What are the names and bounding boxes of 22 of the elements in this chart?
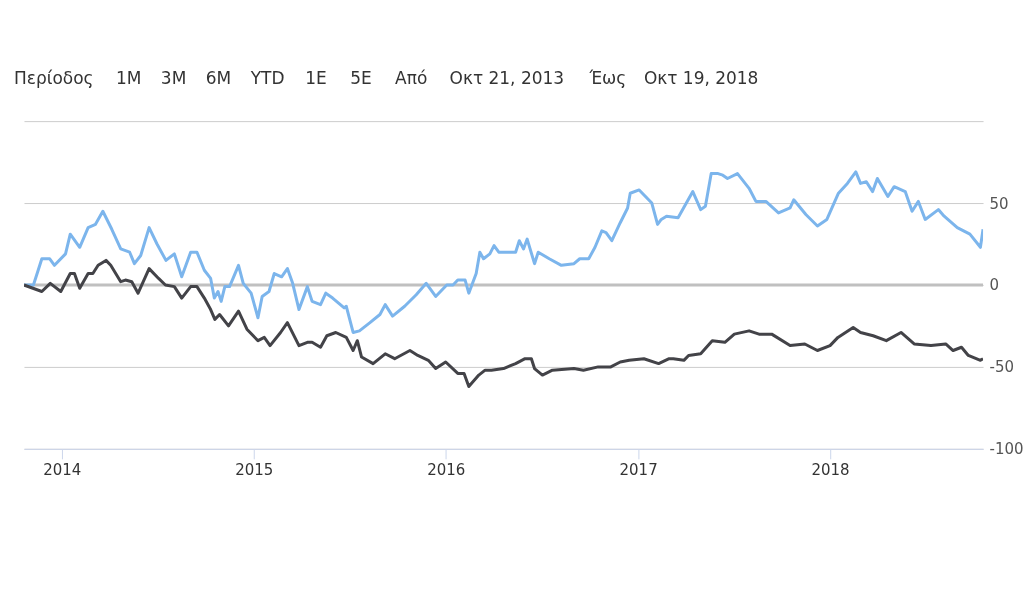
- text: 3M: [160, 68, 187, 89]
- text: 6M: [205, 68, 232, 89]
- text: Από: [395, 68, 428, 89]
- y-tick-label: 0: [989, 276, 1000, 295]
- text: Οκτ 21, 2013: [449, 68, 565, 89]
- y-tick-label: 50: [989, 194, 1009, 213]
- y-tick-label: -50: [989, 358, 1014, 377]
- x-tick-label: 2017: [619, 461, 658, 480]
- text: Περίοδος: [13, 68, 94, 89]
- text: Έως: [588, 68, 627, 89]
- x-tick-label: 2016: [427, 461, 466, 480]
- line-series: [23, 170, 984, 334]
- x-tick-label: 2014: [43, 461, 82, 480]
- y-tick-label: -100: [989, 440, 1024, 459]
- text: 1E: [305, 68, 327, 89]
- text: Οκτ 19, 2018: [643, 68, 759, 89]
- x-tick-label: 2018: [811, 461, 850, 480]
- line-series: [23, 258, 984, 389]
- text: 5E: [350, 68, 372, 89]
- text: 1M: [115, 68, 142, 89]
- x-tick-label: 2015: [235, 461, 274, 480]
- text: YTD: [249, 68, 285, 89]
